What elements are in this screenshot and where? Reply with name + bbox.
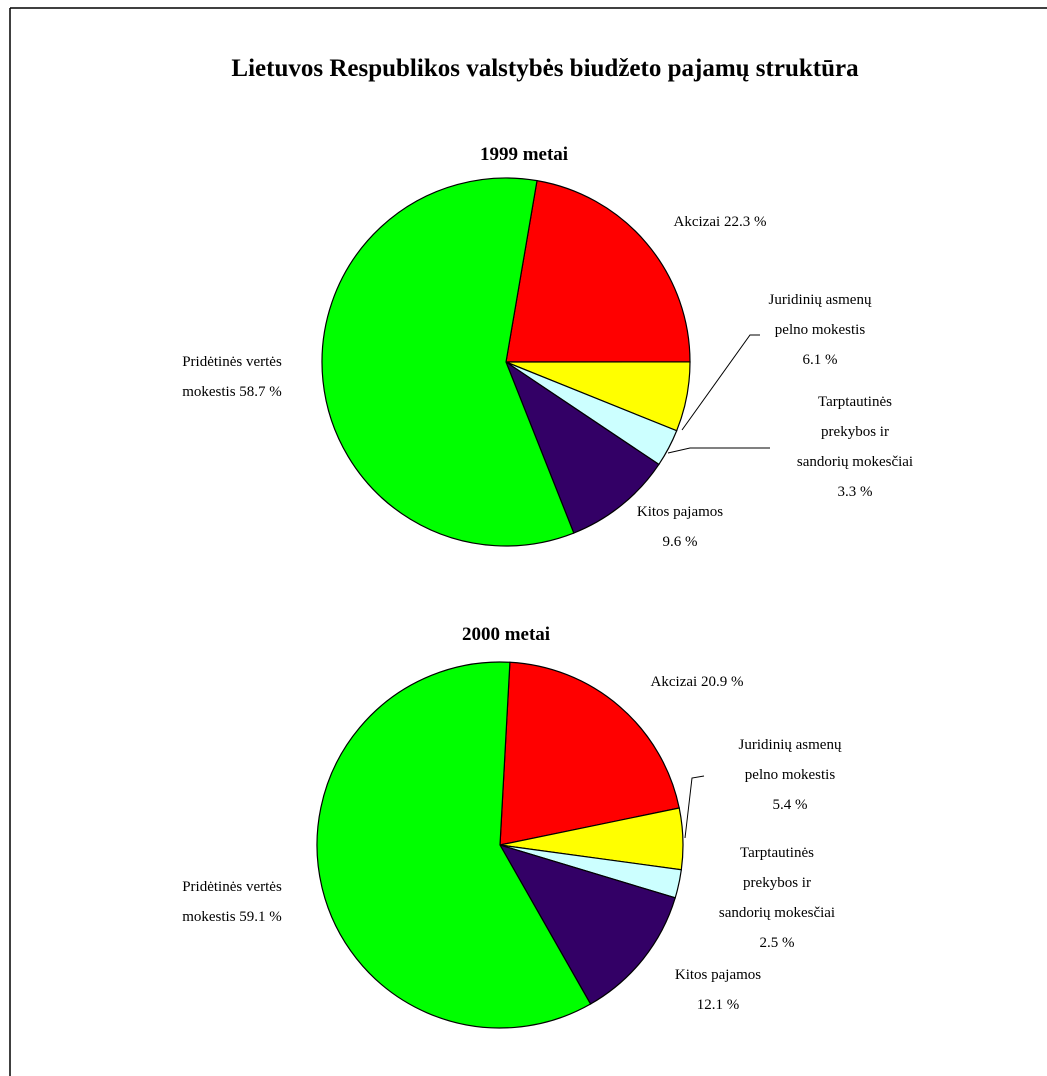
slice-label: Juridinių asmenų pelno mokestis 6.1 % (753, 285, 888, 375)
category-label: Akcizai (673, 214, 721, 230)
slice-label: Juridinių asmenų pelno mokestis 5.4 % (723, 730, 858, 820)
slice-label: Pridėtinės vertės mokestis 58.7 % (165, 347, 300, 407)
pie-slice (498, 843, 676, 1005)
pie-slice (505, 179, 691, 363)
leader-line (684, 775, 705, 839)
value-label: 20.9 % (700, 674, 744, 690)
category-label: Juridinių asmenų pelno mokestis (768, 292, 872, 338)
slice-label: Akcizai 22.3 % (620, 207, 820, 237)
pie-slice (504, 360, 660, 534)
category-label: Kitos pajamos (674, 967, 762, 983)
category-label: Akcizai (650, 674, 698, 690)
pie-slice (321, 177, 575, 547)
main-title: Lietuvos Respublikos valstybės biudžeto … (231, 55, 859, 82)
category-label: Kitos pajamos (636, 504, 724, 520)
pie-title: 2000 metai (462, 624, 550, 645)
category-label: Juridinių asmenų pelno mokestis (738, 737, 842, 783)
pie-title: 1999 metai (480, 144, 568, 165)
slice-label: Tarptautinės prekybos ir sandorių mokesč… (718, 838, 836, 958)
category-label: Pridėtinės vertės mokestis (182, 879, 282, 925)
value-label: 2.5 % (759, 935, 795, 951)
leader-line (681, 334, 760, 431)
value-label: 6.1 % (802, 352, 838, 368)
category-label: Tarptautinės prekybos ir sandorių mokesč… (796, 394, 914, 470)
value-label: 3.3 % (837, 484, 873, 500)
slice-label: Kitos pajamos 12.1 % (648, 960, 788, 1020)
value-label: 9.6 % (662, 534, 698, 550)
slice-label: Tarptautinės prekybos ir sandorių mokesč… (796, 387, 914, 507)
value-label: 5.4 % (772, 797, 808, 813)
value-label: 12.1 % (696, 997, 740, 1013)
value-label: 58.7 % (239, 384, 282, 400)
category-label: Tarptautinės prekybos ir sandorių mokesč… (718, 845, 836, 921)
category-label: Pridėtinės vertės mokestis (182, 354, 282, 400)
slice-label: Kitos pajamos 9.6 % (610, 497, 750, 557)
value-label: 59.1 % (239, 909, 282, 925)
pie-slice (499, 661, 680, 846)
value-label: 22.3 % (723, 214, 767, 230)
leader-line (667, 447, 770, 454)
slice-label: Akcizai 20.9 % (597, 667, 797, 697)
slice-label: Pridėtinės vertės mokestis 59.1 % (165, 872, 300, 932)
pie-slice (316, 661, 592, 1029)
